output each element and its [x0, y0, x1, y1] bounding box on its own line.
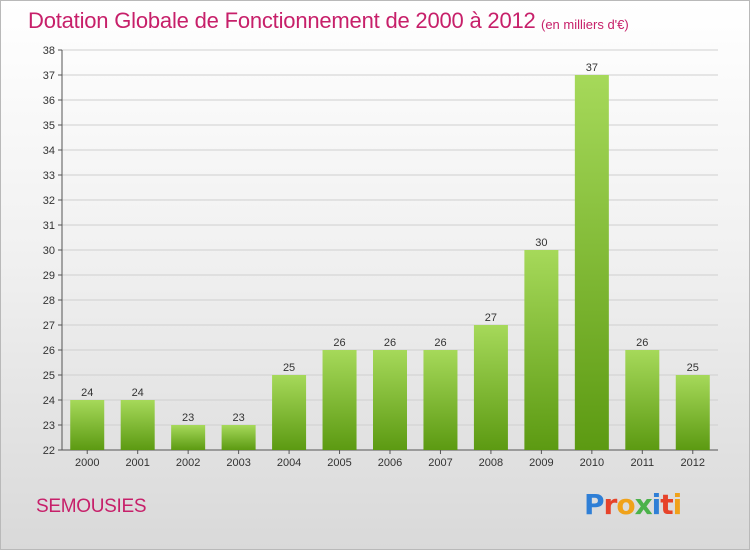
y-tick-label: 27: [43, 320, 55, 332]
logo-letter: P: [584, 488, 605, 521]
y-tick-label: 37: [43, 70, 55, 82]
bar: [574, 75, 609, 450]
bar-value-label: 24: [132, 387, 144, 399]
x-tick-label: 2010: [580, 457, 604, 469]
y-tick-label: 26: [43, 345, 55, 357]
x-tick-label: 2011: [630, 457, 654, 469]
bar: [221, 425, 256, 450]
x-tick-label: 2005: [327, 457, 351, 469]
bar-value-label: 25: [283, 362, 295, 374]
x-tick-labels: 2000 2001 2002 2003 2004 2005 2006 2007 2008 2009…: [75, 450, 705, 469]
y-tick-label: 25: [43, 370, 55, 382]
x-tick-label: 2003: [226, 457, 250, 469]
y-tick-label: 38: [43, 45, 55, 57]
bar: [272, 375, 307, 450]
bar-value-label: 23: [232, 412, 244, 424]
x-tick-label: 2000: [75, 457, 99, 469]
bar: [171, 425, 206, 450]
logo-letter: i: [651, 488, 662, 521]
y-tick-label: 36: [43, 95, 55, 107]
bar: [473, 325, 508, 450]
logo-letter: t: [660, 488, 673, 521]
bar-value-label: 26: [434, 337, 446, 349]
bar-value-label: 24: [81, 387, 93, 399]
commune-name: SEMOUSIES: [36, 496, 147, 517]
x-tick-label: 2007: [428, 457, 452, 469]
bar: [675, 375, 710, 450]
bar-value-label: 30: [535, 237, 547, 249]
x-tick-label: 2006: [378, 457, 402, 469]
bar: [70, 400, 105, 450]
y-tick-label: 34: [43, 145, 55, 157]
logo-letter: r: [603, 488, 618, 521]
x-tick-label: 2012: [681, 457, 705, 469]
y-tick-label: 33: [43, 170, 55, 182]
x-tick-label: 2002: [176, 457, 200, 469]
logo-letter: x: [634, 488, 653, 521]
bars: 24 24 23 23 25 26 26 26 27 30 37 26 25: [70, 62, 710, 450]
bar: [423, 350, 458, 450]
bar-value-label: 27: [485, 312, 497, 324]
bar-value-label: 25: [687, 362, 699, 374]
bar: [322, 350, 357, 450]
bar: [524, 250, 559, 450]
y-tick-label: 22: [43, 445, 55, 457]
bar: [120, 400, 155, 450]
y-tick-label: 23: [43, 420, 55, 432]
y-tick-label: 29: [43, 270, 55, 282]
logo-letter: o: [616, 488, 635, 521]
bar-value-label: 37: [586, 62, 598, 74]
bar: [625, 350, 660, 450]
chart-unit: (en milliers d'€): [541, 17, 629, 32]
logo-letter: i: [672, 488, 683, 521]
y-tick-label: 24: [43, 395, 55, 407]
bar-value-label: 26: [384, 337, 396, 349]
proxiti-logo[interactable]: Proxiti: [584, 488, 683, 521]
x-tick-label: 2001: [125, 457, 149, 469]
bar-value-label: 26: [636, 337, 648, 349]
y-tick-label: 30: [43, 245, 55, 257]
x-tick-label: 2008: [479, 457, 503, 469]
x-tick-label: 2004: [277, 457, 301, 469]
y-tick-labels: 22 23 24 25 26 27 28 29 30 31 32 33 34 35 36 37 38: [43, 45, 55, 457]
bar-value-label: 26: [333, 337, 345, 349]
bar: [373, 350, 407, 450]
bar-value-label: 23: [182, 412, 194, 424]
y-tick-label: 32: [43, 195, 55, 207]
y-tick-label: 35: [43, 120, 55, 132]
x-tick-label: 2009: [529, 457, 553, 469]
y-tick-label: 31: [43, 220, 55, 232]
chart-title: Dotation Globale de Fonctionnement de 20…: [28, 8, 536, 33]
y-tick-label: 28: [43, 295, 55, 307]
